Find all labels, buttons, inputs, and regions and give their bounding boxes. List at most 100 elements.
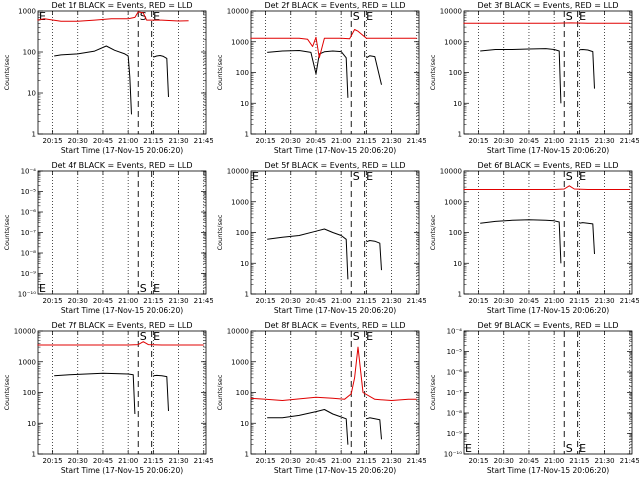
x-tick-label: 20:45 bbox=[519, 297, 539, 305]
chart-panel-2: Det 2f BLACK = Events, RED = LLD 20:15 20:… bbox=[216, 1, 426, 155]
y-axis-label: Counts/sec bbox=[429, 214, 437, 250]
marker-label-s: S bbox=[566, 170, 573, 183]
x-tick-label: 21:00 bbox=[118, 457, 138, 465]
y-tick-label: 10000 bbox=[14, 328, 36, 336]
x-tick-label: 21:15 bbox=[569, 137, 589, 145]
x-tick-label: 21:15 bbox=[356, 137, 376, 145]
chart-title: Det 4f BLACK = Events, RED = LLD bbox=[51, 161, 192, 170]
x-tick-label: 21:30 bbox=[381, 297, 401, 305]
y-tick-label: 1 bbox=[32, 131, 36, 139]
marker-label-s: S bbox=[353, 10, 360, 23]
x-axis-label: Start Time (17-Nov-15 20:06:20) bbox=[487, 306, 609, 315]
marker-label-e: E bbox=[153, 330, 160, 343]
y-tick-label: 1000 bbox=[231, 198, 249, 206]
x-axis-label: Start Time (17-Nov-15 20:06:20) bbox=[487, 466, 609, 475]
x-tick-label: 21:45 bbox=[407, 457, 426, 465]
plot-frame bbox=[250, 170, 420, 295]
x-tick-label: 21:45 bbox=[407, 297, 426, 305]
y-tick-label: 10⁻⁶ bbox=[447, 369, 463, 377]
x-tick-label: 20:30 bbox=[68, 457, 88, 465]
x-tick-label: 20:15 bbox=[255, 137, 275, 145]
y-tick-label: 10000 bbox=[227, 168, 249, 176]
x-tick-label: 20:30 bbox=[68, 297, 88, 305]
x-tick-label: 21:45 bbox=[194, 457, 213, 465]
marker-label-s: S bbox=[140, 10, 147, 23]
marker-label-s: S bbox=[566, 442, 573, 455]
y-tick-label: 1 bbox=[458, 131, 462, 139]
y-tick-label: 1 bbox=[245, 131, 249, 139]
x-tick-label: 21:15 bbox=[143, 457, 163, 465]
marker-label-e: E bbox=[366, 330, 373, 343]
y-axis-label: Counts/sec bbox=[216, 374, 224, 410]
y-axis-label: Counts/sec bbox=[216, 54, 224, 90]
x-tick-label: 20:15 bbox=[255, 457, 275, 465]
chart-panel-8: Det 8f BLACK = Events, RED = LLD 20:15 20:… bbox=[216, 321, 426, 475]
chart-title: Det 8f BLACK = Events, RED = LLD bbox=[264, 321, 405, 330]
y-axis-label: Counts/sec bbox=[3, 54, 11, 90]
marker-label-e: E bbox=[366, 170, 373, 183]
y-tick-label: 1 bbox=[32, 451, 36, 459]
x-tick-label: 21:30 bbox=[381, 457, 401, 465]
chart-panel-7: Det 7f BLACK = Events, RED = LLD 20:15 20:… bbox=[3, 321, 213, 475]
y-tick-label: 1000 bbox=[444, 38, 462, 46]
y-tick-label: 10 bbox=[240, 260, 249, 268]
x-tick-label: 20:45 bbox=[93, 137, 113, 145]
x-tick-label: 20:15 bbox=[468, 137, 488, 145]
chart-panel-5: Det 5f BLACK = Events, RED = LLD 20:15 20:… bbox=[216, 161, 426, 315]
x-tick-label: 20:45 bbox=[306, 457, 326, 465]
x-tick-label: 20:30 bbox=[281, 457, 301, 465]
x-tick-label: 21:00 bbox=[544, 457, 564, 465]
lld-series-line bbox=[250, 29, 417, 59]
x-tick-label: 20:15 bbox=[468, 457, 488, 465]
marker-label-e: E bbox=[579, 170, 586, 183]
marker-label-s: S bbox=[140, 282, 147, 295]
x-tick-label: 21:45 bbox=[620, 297, 639, 305]
y-tick-label: 1000 bbox=[18, 8, 36, 16]
y-tick-label: 10⁻⁹ bbox=[21, 270, 37, 278]
x-axis-label: Start Time (17-Nov-15 20:06:20) bbox=[487, 146, 609, 155]
x-tick-label: 20:15 bbox=[42, 297, 62, 305]
chart-panel-9: Det 9f BLACK = Events, RED = LLD 20:15 20:… bbox=[429, 321, 639, 475]
x-tick-label: 21:15 bbox=[356, 457, 376, 465]
x-tick-label: 21:30 bbox=[594, 137, 614, 145]
x-tick-label: 21:15 bbox=[569, 457, 589, 465]
x-tick-label: 20:30 bbox=[281, 137, 301, 145]
y-tick-label: 10⁻⁶ bbox=[21, 209, 37, 217]
x-tick-label: 20:30 bbox=[494, 137, 514, 145]
x-tick-label: 21:00 bbox=[544, 137, 564, 145]
x-tick-label: 21:15 bbox=[143, 137, 163, 145]
y-tick-label: 10 bbox=[240, 420, 249, 428]
chart-title: Det 9f BLACK = Events, RED = LLD bbox=[477, 321, 618, 330]
events-series-line bbox=[54, 372, 169, 415]
y-tick-label: 1000 bbox=[231, 38, 249, 46]
x-axis-label: Start Time (17-Nov-15 20:06:20) bbox=[61, 306, 183, 315]
x-tick-label: 20:30 bbox=[494, 457, 514, 465]
y-tick-label: 10⁻⁹ bbox=[447, 430, 463, 438]
x-tick-label: 21:45 bbox=[194, 297, 213, 305]
marker-label-e-left: E bbox=[39, 282, 46, 295]
x-tick-label: 21:00 bbox=[331, 457, 351, 465]
y-tick-label: 10000 bbox=[440, 8, 462, 16]
y-tick-label: 100 bbox=[449, 229, 462, 237]
y-tick-label: 10 bbox=[453, 260, 462, 268]
x-axis-label: Start Time (17-Nov-15 20:06:20) bbox=[274, 306, 396, 315]
marker-label-e: E bbox=[366, 10, 373, 23]
x-tick-label: 20:45 bbox=[93, 457, 113, 465]
y-tick-label: 10⁻⁵ bbox=[447, 348, 463, 356]
y-tick-label: 1000 bbox=[444, 198, 462, 206]
marker-label-e: E bbox=[153, 10, 160, 23]
x-tick-label: 21:30 bbox=[594, 297, 614, 305]
x-axis-label: Start Time (17-Nov-15 20:06:20) bbox=[274, 466, 396, 475]
y-tick-label: 10⁻⁷ bbox=[447, 389, 463, 397]
chart-title: Det 3f BLACK = Events, RED = LLD bbox=[477, 1, 618, 10]
marker-label-s: S bbox=[353, 330, 360, 343]
y-tick-label: 100 bbox=[236, 389, 249, 397]
y-tick-label: 10⁻⁸ bbox=[447, 410, 463, 418]
y-tick-label: 10 bbox=[27, 420, 36, 428]
y-tick-label: 1 bbox=[245, 451, 249, 459]
x-axis-label: Start Time (17-Nov-15 20:06:20) bbox=[274, 146, 396, 155]
x-tick-label: 20:45 bbox=[519, 137, 539, 145]
x-tick-label: 21:30 bbox=[594, 457, 614, 465]
events-series-line bbox=[54, 45, 169, 115]
chart-title: Det 6f BLACK = Events, RED = LLD bbox=[477, 161, 618, 170]
